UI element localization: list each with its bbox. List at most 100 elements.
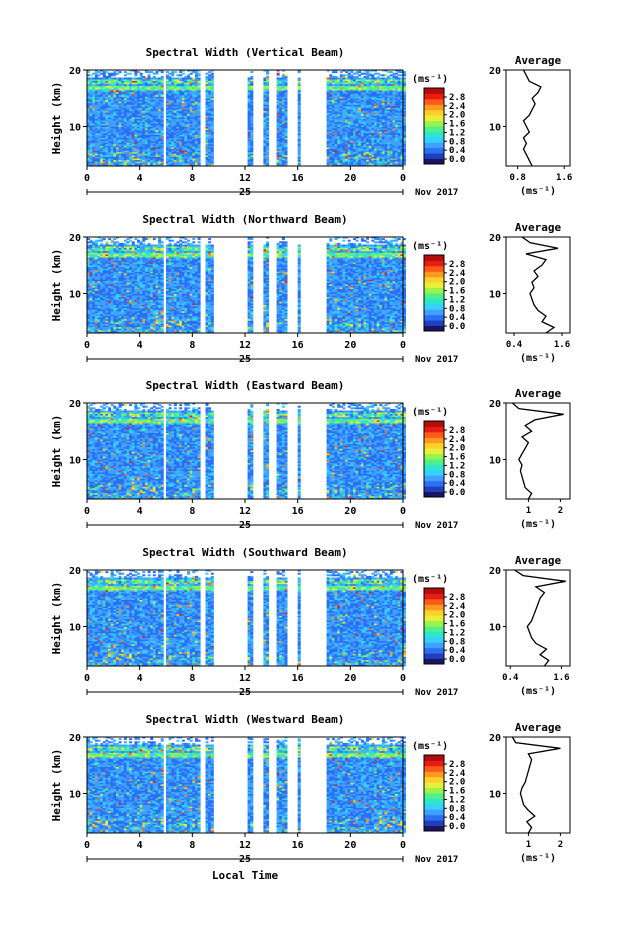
colorbar-unit: (ms⁻¹) — [412, 574, 448, 585]
x-tick-label: 0 — [400, 340, 406, 351]
y-tick-label: 10 — [69, 622, 81, 633]
day-label: 25 — [239, 187, 251, 198]
x-tick-label: 12 — [239, 506, 251, 517]
colorbar-swatch — [424, 153, 444, 159]
colorbar-frame — [423, 754, 445, 832]
colorbar-tick-label: 2.8 — [449, 93, 465, 103]
colorbar-swatch — [424, 598, 444, 605]
panel-title: Spectral Width (Westward Beam) — [146, 713, 345, 726]
colorbar-swatch — [424, 480, 444, 487]
panel-title: Spectral Width (Vertical Beam) — [146, 46, 345, 59]
profile-line — [521, 236, 559, 334]
y-tick-label: 20 — [69, 399, 81, 410]
date-label: Nov 2017 — [415, 355, 458, 365]
colorbar-swatch — [424, 255, 444, 261]
heatmap-cells — [87, 736, 406, 834]
y-tick-label: 20 — [69, 66, 81, 77]
profile-x-label: (ms⁻¹) — [520, 186, 556, 197]
x-tick-label: 0 — [84, 506, 90, 517]
y-tick-label: 20 — [69, 733, 81, 744]
colorbar-tick-label: 2.4 — [449, 602, 466, 612]
colorbar-tick-label: 1.2 — [449, 628, 465, 638]
colorbar-swatch — [424, 298, 444, 305]
date-label: Nov 2017 — [415, 688, 458, 698]
profile-x-tick-label: 0.4 — [506, 340, 523, 350]
colorbar-tick-label: 2.0 — [449, 778, 465, 788]
profile-line — [522, 69, 542, 167]
panel-title: Spectral Width (Southward Beam) — [142, 546, 347, 559]
colorbar-tick-label: 0.8 — [449, 804, 465, 814]
colorbar-swatch — [424, 421, 444, 427]
colorbar-swatch — [424, 653, 444, 659]
colorbar-swatch — [424, 464, 444, 471]
date-label: Nov 2017 — [415, 521, 458, 531]
colorbar-unit: (ms⁻¹) — [412, 241, 448, 252]
x-tick-label: 0 — [400, 673, 406, 684]
profile-x-label: (ms⁻¹) — [520, 686, 556, 697]
colorbar-tick-label: 1.2 — [449, 295, 465, 305]
heatmap-cells — [87, 569, 406, 667]
y-tick-label: 10 — [69, 289, 81, 300]
panel-3: Spectral Width (Eastward Beam)1020Height… — [50, 379, 571, 531]
x-tick-label: 20 — [344, 840, 356, 851]
profile-title: Average — [515, 721, 562, 734]
colorbar-tick-label: 0.4 — [449, 646, 466, 656]
colorbar-swatch — [424, 325, 444, 332]
colorbar-swatch — [424, 787, 444, 794]
x-tick-label: 0 — [400, 840, 406, 851]
colorbar-tick-label: 2.8 — [449, 593, 465, 603]
colorbar-swatch — [424, 486, 444, 492]
colorbar-swatch — [424, 765, 444, 772]
profile-x-label: (ms⁻¹) — [520, 353, 556, 364]
x-tick-label: 8 — [189, 340, 195, 351]
profile-x-tick-label: 0.4 — [502, 673, 519, 683]
colorbar-tick-label: 2.4 — [449, 435, 466, 445]
panel-2: Spectral Width (Northward Beam) 10 20 Heigh… — [50, 213, 571, 365]
colorbar-swatch — [424, 771, 444, 778]
colorbar-swatch — [424, 825, 444, 832]
colorbar-swatch — [424, 426, 444, 433]
x-tick-label: 0 — [84, 840, 90, 851]
x-axis-label: Local Time — [212, 869, 279, 882]
colorbar-tick-label: 1.6 — [449, 620, 465, 630]
profile-y-tick-label: 20 — [489, 66, 501, 77]
colorbar-swatch — [424, 820, 444, 826]
colorbar-swatch — [424, 782, 444, 788]
colorbar-tick-label: 2.0 — [449, 611, 465, 621]
x-tick-label: 0 — [84, 340, 90, 351]
x-tick-label: 0 — [400, 506, 406, 517]
profile-x-tick-label: 1.6 — [553, 673, 569, 683]
colorbar-swatch — [424, 469, 444, 476]
colorbar-tick-label: 0.8 — [449, 470, 465, 480]
colorbar-tick-label: 1.6 — [449, 287, 465, 297]
profile-line — [511, 402, 564, 500]
colorbar-swatch — [424, 475, 444, 482]
colorbar-swatch — [424, 459, 444, 465]
colorbar-tick-label: 0.4 — [449, 479, 466, 489]
colorbar-unit: (ms⁻¹) — [412, 407, 448, 418]
profile-y-tick-label: 20 — [489, 566, 501, 577]
colorbar-swatch — [424, 814, 444, 821]
profile-y-tick-label: 10 — [489, 789, 501, 800]
colorbar-swatch — [424, 636, 444, 643]
colorbar-swatch — [424, 120, 444, 127]
colorbar-swatch — [424, 142, 444, 149]
colorbar-tick-label: 2.0 — [449, 278, 465, 288]
colorbar-tick-label: 2.0 — [449, 111, 465, 121]
y-tick-label: 10 — [69, 122, 81, 133]
profile-line — [514, 569, 566, 667]
x-tick-label: 12 — [239, 840, 251, 851]
y-tick-label: 20 — [69, 566, 81, 577]
y-axis-label: Height (km) — [50, 415, 63, 488]
y-axis-label: Height (km) — [50, 582, 63, 655]
colorbar-swatch — [424, 314, 444, 321]
profile-title: Average — [515, 554, 562, 567]
x-tick-label: 8 — [189, 673, 195, 684]
colorbar-tick-label: 0.0 — [449, 155, 465, 165]
x-tick-label: 16 — [292, 506, 304, 517]
colorbar-swatch — [424, 626, 444, 632]
colorbar-tick-label: 0.4 — [449, 313, 466, 323]
profile-y-tick-label: 10 — [489, 289, 501, 300]
colorbar-swatch — [424, 147, 444, 154]
profile-frame — [505, 69, 571, 167]
